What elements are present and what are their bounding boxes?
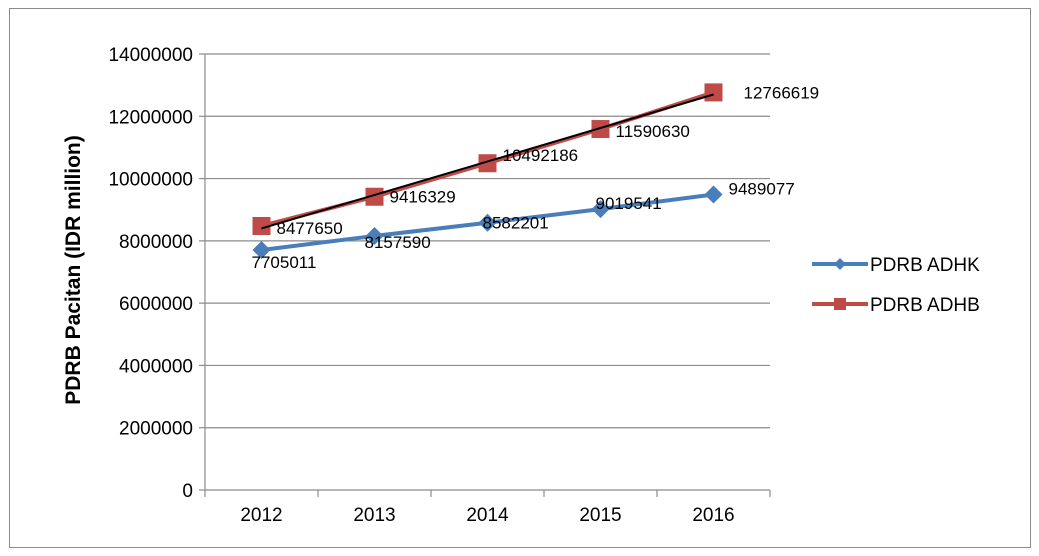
data-point-adhb [365,187,384,206]
data-point-adhb [704,83,723,102]
data-point-adhb [252,216,271,235]
y-tick-label: 2000000 [119,419,193,440]
data-label: 9416329 [390,188,456,207]
y-tick-label: 12000000 [108,107,193,128]
data-label: 8582201 [483,214,549,233]
data-point-adhk [252,241,271,260]
y-tick-label: 10000000 [108,170,193,191]
data-label: 9019541 [596,194,662,213]
y-tick-label: 6000000 [119,294,193,315]
chart-frame [9,8,1031,548]
y-tick-label: 14000000 [108,45,193,66]
data-point-adhb [478,154,497,173]
data-label: 9489077 [729,179,795,198]
x-tick-label: 2015 [579,505,621,526]
axes [199,53,771,497]
y-tick-label: 8000000 [119,232,193,253]
data-label: 10492186 [503,146,579,165]
data-label: 12766619 [744,83,820,102]
data-point-adhk [365,226,384,245]
x-tick-label: 2012 [240,505,282,526]
legend-entry-label: PDRB ADHK [870,255,980,276]
data-point-adhk [704,185,723,204]
legend-marker-diamond [834,258,846,270]
y-tick-labels: 0 2000000 4000000 6000000 8000000 10000000 120… [108,45,193,502]
data-label: 7705011 [252,253,317,272]
x-tick-label: 2014 [466,505,509,526]
x-tick-labels: 2012 2013 2014 2015 2016 [240,505,734,526]
data-label: 8477650 [277,219,343,238]
data-point-adhk [478,213,497,232]
legend-entry-label: PDRB ADHB [870,295,980,316]
data-labels: 7705011 8157590 8582201 9019541 9489077 84776… [252,83,820,272]
x-tick-label: 2016 [692,505,734,526]
y-axis-label: PDRB Pacitan (IDR million) [62,135,85,405]
series-group [252,83,723,260]
legend: PDRB ADHK PDRB ADHB [812,255,980,316]
y-tick-label: 0 [182,481,193,502]
data-label: 11590630 [616,122,690,141]
trendline [261,93,714,230]
x-tick-label: 2013 [353,505,395,526]
y-tick-label: 4000000 [119,356,193,377]
gridlines [205,53,770,429]
data-point-adhk [591,200,610,219]
data-label: 8157590 [365,233,431,252]
legend-marker-square [834,298,846,310]
